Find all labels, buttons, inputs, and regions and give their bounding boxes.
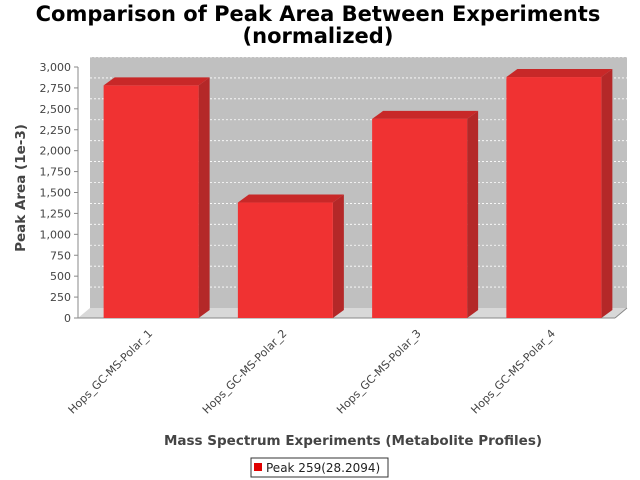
y-tick-label: 1,250 bbox=[40, 207, 72, 220]
y-tick-label: 500 bbox=[50, 270, 71, 283]
bar bbox=[237, 194, 344, 318]
bar-front-face bbox=[372, 118, 468, 318]
bar-front-face bbox=[506, 77, 602, 318]
legend-label: Peak 259(28.2094) bbox=[266, 461, 380, 475]
bar bbox=[103, 77, 210, 318]
bar-side-face bbox=[198, 77, 210, 318]
plot-floor bbox=[78, 308, 627, 318]
bar-top-face bbox=[372, 110, 479, 119]
bar-side-face bbox=[332, 194, 344, 318]
legend: Peak 259(28.2094) bbox=[250, 457, 389, 478]
bar-top-face bbox=[103, 77, 210, 86]
bar-front-face bbox=[103, 85, 199, 318]
bar-side-face bbox=[467, 110, 479, 318]
y-tick-label: 2,000 bbox=[40, 145, 72, 158]
y-tick-label: 2,250 bbox=[40, 124, 72, 137]
x-tick-label: Hops_GC-MS-Polar_2 bbox=[200, 327, 290, 417]
bar-side-face bbox=[601, 69, 613, 318]
bar bbox=[372, 110, 479, 318]
y-tick-label: 250 bbox=[50, 291, 71, 304]
x-tick-label: Hops_GC-MS-Polar_4 bbox=[468, 327, 558, 417]
chart-title-line-1: Comparison of Peak Area Between Experime… bbox=[36, 2, 601, 26]
bars bbox=[103, 69, 613, 318]
y-axis: 0 250 500 750 1,000 1,250 1,500 1,750 2,000 2,250… bbox=[40, 61, 79, 325]
y-tick-label: 0 bbox=[64, 312, 71, 325]
x-tick-label: Hops_GC-MS-Polar_1 bbox=[66, 327, 156, 417]
y-axis-label: Peak Area (1e-3) bbox=[13, 124, 29, 252]
plot-floor-side-edge bbox=[614, 307, 628, 319]
legend-box bbox=[250, 457, 389, 478]
legend-swatch bbox=[254, 463, 262, 471]
y-tick-label: 2,750 bbox=[40, 82, 72, 95]
y-tick-label: 3,000 bbox=[40, 61, 72, 74]
bar-top-face bbox=[506, 69, 613, 78]
x-axis: Hops_GC-MS-Polar_1 Hops_GC-MS-Polar_2 Hops… bbox=[66, 327, 558, 417]
bar bbox=[506, 69, 613, 318]
bar-front-face bbox=[237, 202, 333, 318]
bar-top-face bbox=[237, 194, 344, 203]
y-tick-label: 750 bbox=[50, 249, 71, 262]
x-tick-label: Hops_GC-MS-Polar_3 bbox=[334, 327, 424, 417]
x-axis-label: Mass Spectrum Experiments (Metabolite Pr… bbox=[164, 433, 542, 449]
y-tick-label: 1,750 bbox=[40, 166, 72, 179]
y-tick-label: 1,000 bbox=[40, 228, 72, 241]
y-tick-label: 1,500 bbox=[40, 187, 72, 200]
chart-title-line-2: (normalized) bbox=[243, 24, 394, 48]
y-tick-label: 2,500 bbox=[40, 103, 72, 116]
